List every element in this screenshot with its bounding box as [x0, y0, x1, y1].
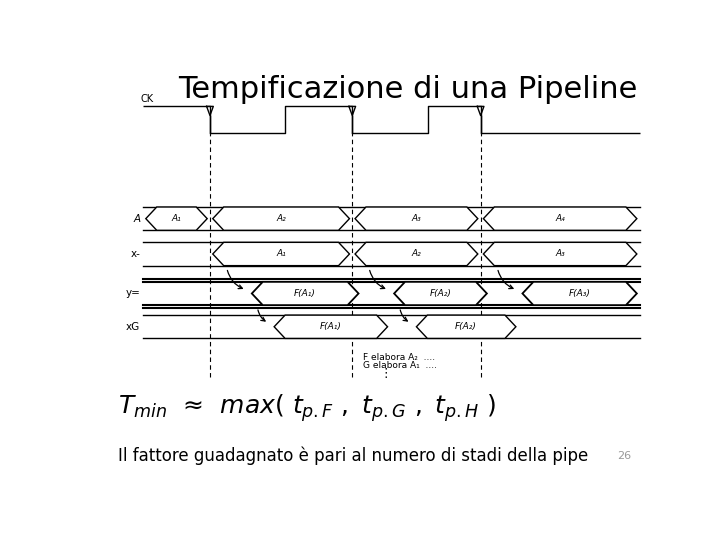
Polygon shape	[274, 315, 387, 339]
Text: CK: CK	[140, 94, 153, 104]
Polygon shape	[145, 207, 207, 230]
Text: A: A	[133, 214, 140, 224]
Polygon shape	[252, 282, 359, 305]
Text: Il fattore guadagnato è pari al numero di stadi della pipe: Il fattore guadagnato è pari al numero d…	[118, 447, 588, 465]
Text: A₄: A₄	[555, 214, 565, 223]
Polygon shape	[416, 315, 516, 339]
Text: y=: y=	[125, 288, 140, 299]
Polygon shape	[394, 282, 487, 305]
Text: 26: 26	[617, 451, 631, 461]
Polygon shape	[213, 207, 349, 230]
Text: A₂: A₂	[412, 249, 421, 259]
Text: $T_{min}$  ≈  $max(\ t_{p.F}\ ,\ t_{p.G}\ ,\ t_{p.H}\ )$: $T_{min}$ ≈ $max(\ t_{p.F}\ ,\ t_{p.G}\ …	[118, 392, 496, 424]
Polygon shape	[355, 242, 478, 266]
Text: F(A₁): F(A₁)	[294, 289, 316, 298]
Text: A₁: A₁	[276, 249, 286, 259]
Text: F(A₃): F(A₃)	[569, 289, 590, 298]
Text: G elabora A₁  ....: G elabora A₁ ....	[364, 361, 438, 369]
Text: A₁: A₁	[171, 214, 181, 223]
Polygon shape	[483, 242, 637, 266]
Text: xG: xG	[126, 322, 140, 332]
Text: A₂: A₂	[276, 214, 286, 223]
Text: A₃: A₃	[555, 249, 565, 259]
Polygon shape	[355, 207, 478, 230]
Text: F elabora A₂  ....: F elabora A₂ ....	[364, 354, 436, 362]
Polygon shape	[483, 207, 637, 230]
Text: Tempificazione di una Pipeline: Tempificazione di una Pipeline	[179, 75, 638, 104]
Text: F(A₁): F(A₁)	[320, 322, 342, 331]
Text: x-: x-	[130, 249, 140, 259]
Text: F(A₂): F(A₂)	[430, 289, 451, 298]
Text: ⋮: ⋮	[379, 367, 392, 380]
Text: F(A₂): F(A₂)	[455, 322, 477, 331]
Polygon shape	[523, 282, 637, 305]
Polygon shape	[213, 242, 349, 266]
Text: A₃: A₃	[412, 214, 421, 223]
